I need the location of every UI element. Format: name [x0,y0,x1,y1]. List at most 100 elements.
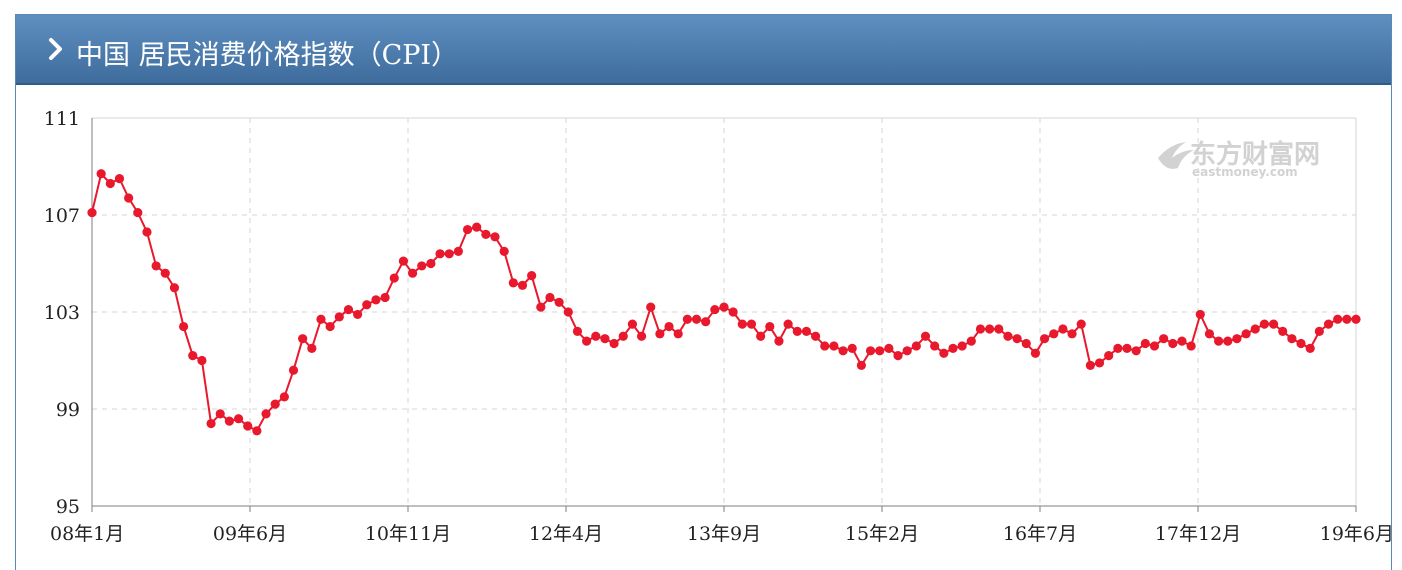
data-point [1039,334,1050,344]
data-point [701,317,711,327]
data-point [920,331,931,341]
data-point [114,174,125,184]
data-point [893,351,903,361]
data-point [444,249,454,259]
data-point [801,326,812,336]
data-point [957,341,967,351]
data-point [994,324,1004,334]
eastmoney-watermark: 东方财富网 eastmoney.com [1158,139,1320,179]
eastmoney-logo-icon [1158,142,1194,169]
data-point [481,229,491,239]
data-point [746,319,757,329]
data-point [737,319,747,329]
data-point [307,343,317,353]
x-tick-label: 09年6月 [213,523,287,545]
data-point [627,319,638,329]
x-tick-label: 12年4月 [529,523,603,545]
data-point [847,343,857,353]
data-point [490,232,500,242]
data-point [710,304,720,315]
x-tick-label: 08年1月 [50,523,124,545]
data-point [591,331,601,341]
y-tick-label: 99 [56,399,80,421]
data-point [353,309,363,320]
data-point [838,346,848,356]
data-point [453,246,463,256]
data-point [1214,336,1224,346]
data-point [508,278,518,288]
x-tick-label: 10年11月 [365,523,451,545]
data-point [243,421,253,431]
data-point [1122,343,1132,353]
data-point [966,336,976,346]
data-point [1085,360,1095,370]
data-point [911,341,921,351]
data-point [1030,348,1041,358]
data-point [472,222,482,232]
data-point [865,346,876,356]
data-point [160,268,170,278]
cpi-data-points [87,169,1361,436]
data-point [527,271,537,281]
data-point [930,341,940,351]
data-point [856,360,866,370]
data-point [407,268,418,278]
data-point [215,409,225,419]
data-point [261,409,271,419]
data-point [1351,314,1361,324]
data-point [618,331,628,341]
data-point [536,302,546,312]
data-point [362,300,372,310]
data-point [673,329,683,339]
data-point [563,307,573,317]
y-tick-label: 95 [56,496,80,518]
data-point [1323,319,1334,329]
data-point [829,341,839,351]
data-point [902,346,912,356]
data-point [1149,341,1160,351]
data-point [316,314,326,324]
data-point [233,414,244,424]
cpi-chart-panel: 中国 居民消费价格指数（CPI） [15,14,1392,570]
x-tick-label: 16年7月 [1003,523,1077,545]
data-point [783,319,793,329]
data-point [728,307,738,317]
data-point [572,326,583,336]
data-point [1314,326,1324,336]
data-point [1021,338,1031,349]
data-point [325,321,335,332]
y-axis-ticks: 95 99 103 107 111 [44,108,80,518]
x-tick-label: 19年6月 [1320,523,1394,545]
data-point [875,346,885,356]
data-point [1113,343,1123,353]
data-point [380,292,390,303]
data-point [371,295,381,305]
data-point [288,365,299,375]
data-point [1076,319,1086,329]
x-tick-label: 17年12月 [1155,523,1241,545]
data-point [975,324,986,334]
data-point [517,280,528,290]
x-axis-ticks: 08年1月 09年6月 10年11月 12年4月 13年9月 15年2月 16年7月 17年1… [50,523,1394,545]
data-point [169,283,180,293]
data-point [609,338,619,349]
data-point [1058,324,1068,334]
data-point [636,331,647,341]
data-point [765,321,775,332]
data-point [719,302,729,312]
data-point [124,193,134,203]
watermark-domain: eastmoney.com [1192,165,1298,179]
data-point [142,227,152,237]
data-point [270,399,280,409]
data-point [792,326,802,336]
data-point [554,297,564,307]
data-point [1003,331,1013,341]
data-point [810,331,821,341]
data-point [1268,319,1279,329]
data-point [188,351,198,361]
data-point [1296,338,1306,349]
data-point [1241,329,1251,339]
data-point [426,258,436,269]
data-point [1094,358,1105,368]
